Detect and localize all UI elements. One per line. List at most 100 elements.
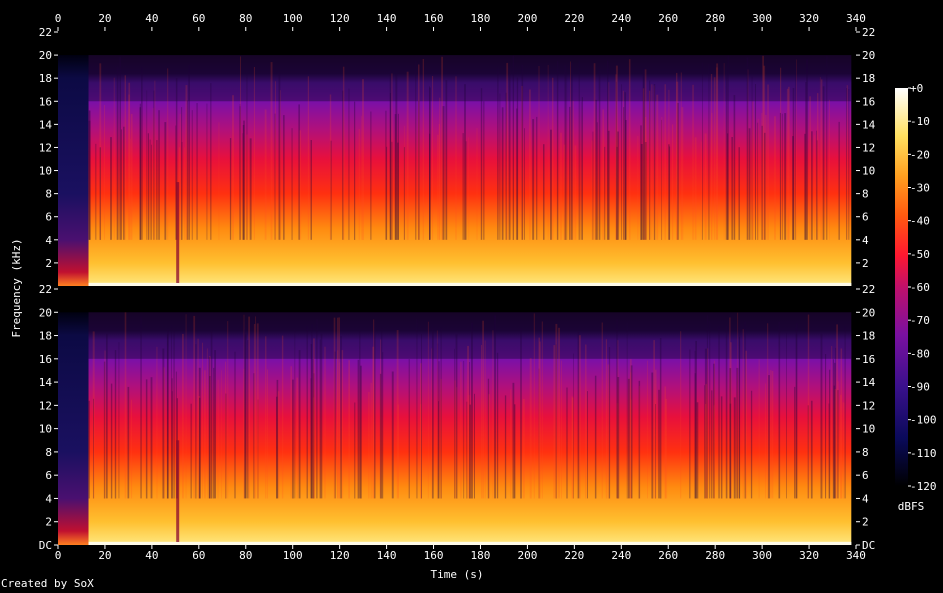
texture-streak	[572, 100, 574, 240]
texture-streak	[795, 63, 796, 240]
texture-streak	[456, 387, 458, 499]
texture-streak	[429, 87, 431, 240]
texture-streak	[848, 89, 850, 240]
texture-streak	[445, 80, 448, 240]
texture-streak	[730, 342, 732, 499]
y-tick-label-right: 2	[862, 516, 869, 529]
texture-streak	[792, 88, 795, 240]
texture-streak	[277, 391, 280, 499]
y-tick-label-right: 18	[862, 330, 875, 343]
texture-streak	[467, 345, 469, 499]
texture-streak	[792, 136, 794, 240]
spectrogram-channel-2	[58, 289, 856, 545]
texture-streak	[711, 390, 713, 499]
texture-streak	[767, 323, 769, 499]
texture-streak	[596, 122, 598, 240]
texture-streak	[360, 365, 362, 499]
texture-streak	[418, 100, 420, 240]
x-tick-label-bottom: 100	[283, 549, 303, 562]
x-tick-label-bottom: 40	[145, 549, 158, 562]
y-tick-label-right: 6	[862, 211, 869, 224]
texture-streak	[742, 329, 744, 499]
x-tick-label-top: 260	[658, 12, 678, 25]
texture-streak	[274, 113, 276, 240]
texture-streak	[630, 365, 633, 499]
x-tick-label-bottom: 180	[471, 549, 491, 562]
texture-streak	[460, 361, 462, 499]
texture-streak	[374, 330, 376, 499]
texture-streak	[761, 112, 763, 240]
texture-streak	[643, 68, 646, 240]
texture-streak	[247, 340, 249, 499]
texture-streak	[765, 383, 766, 499]
x-tick-label-top: 140	[377, 12, 397, 25]
texture-streak	[784, 113, 787, 240]
texture-streak	[342, 66, 345, 240]
texture-streak	[533, 313, 535, 499]
y-tick-label-left: 18	[39, 330, 52, 343]
texture-streak	[694, 350, 696, 499]
texture-streak	[469, 362, 470, 499]
texture-streak	[246, 73, 248, 240]
texture-streak	[334, 351, 336, 499]
texture-streak	[644, 117, 647, 240]
texture-streak	[639, 385, 640, 499]
texture-streak	[243, 368, 245, 499]
texture-streak	[240, 56, 241, 240]
texture-streak	[420, 363, 422, 499]
texture-streak	[389, 69, 392, 240]
texture-streak	[569, 106, 571, 240]
colorbar-label: dBFS	[898, 500, 925, 513]
y-tick-label-right: 22	[862, 26, 875, 39]
texture-streak	[299, 130, 302, 240]
texture-streak	[225, 361, 227, 499]
texture-streak	[397, 404, 399, 499]
texture-streak	[745, 350, 747, 499]
texture-streak	[649, 80, 651, 240]
dark-gap	[176, 182, 180, 286]
texture-streak	[642, 68, 644, 240]
texture-streak	[572, 397, 574, 499]
texture-streak	[454, 380, 456, 499]
y-tick-label-right: 12	[862, 141, 875, 154]
texture-streak	[218, 122, 220, 240]
texture-streak	[204, 370, 206, 499]
texture-streak	[221, 370, 222, 499]
y-tick-label-right: 4	[862, 492, 869, 505]
texture-streak	[381, 328, 383, 499]
colorbar-tick-label: +0	[910, 82, 923, 95]
texture-streak	[370, 382, 372, 499]
texture-streak	[234, 351, 236, 499]
texture-streak	[681, 107, 684, 240]
spectrogram-channel-1	[58, 32, 856, 286]
texture-streak	[324, 346, 326, 499]
texture-streak	[149, 139, 151, 240]
texture-streak	[468, 395, 471, 499]
texture-streak	[689, 349, 691, 499]
colorbar-tick-label: -120	[910, 480, 937, 493]
texture-streak	[598, 70, 601, 240]
y-tick-label-left: 2	[45, 257, 52, 270]
texture-streak	[99, 147, 101, 240]
texture-streak	[696, 402, 699, 499]
texture-streak	[705, 404, 707, 499]
texture-streak	[313, 397, 315, 499]
texture-streak	[607, 364, 610, 499]
texture-streak	[504, 395, 507, 499]
texture-streak	[418, 64, 420, 240]
texture-streak	[483, 101, 485, 240]
texture-streak	[555, 344, 557, 499]
texture-streak	[455, 76, 457, 240]
texture-streak	[310, 140, 312, 240]
texture-streak	[354, 402, 356, 499]
texture-streak	[313, 338, 315, 499]
y-tick-label-left: 10	[39, 423, 52, 436]
texture-streak	[190, 403, 192, 499]
colorbar-tick-label: -50	[910, 248, 930, 261]
texture-streak	[840, 394, 842, 499]
x-tick-label-top: 60	[192, 12, 205, 25]
texture-streak	[558, 327, 560, 499]
texture-streak	[810, 400, 813, 499]
texture-streak	[704, 133, 707, 240]
texture-streak	[806, 59, 808, 240]
